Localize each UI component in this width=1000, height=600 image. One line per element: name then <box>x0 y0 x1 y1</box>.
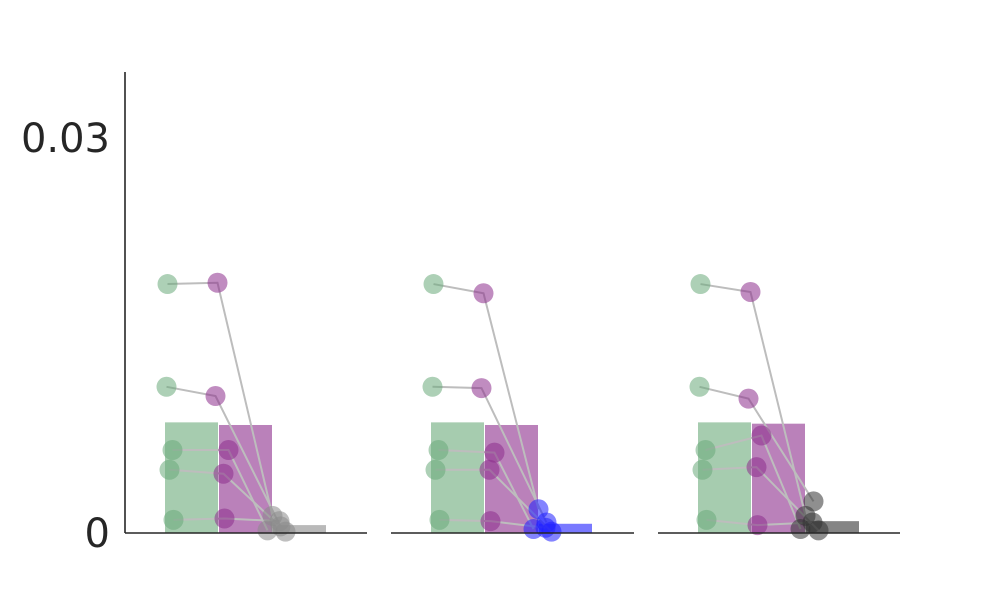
panel-3-bar-3 <box>806 521 859 533</box>
panel-2-subject-1-point-1 <box>423 274 444 295</box>
panel-2-subject-4-point-1 <box>425 459 446 480</box>
panel-1-bar-3 <box>273 525 326 533</box>
panel-2-subject-5-point-3 <box>535 517 556 538</box>
panel-3-subject-3-point-1 <box>695 440 716 461</box>
panel-2-subject-2-point-1 <box>422 376 443 397</box>
panel-3-subject-4-point-2 <box>746 457 767 478</box>
panel-2-subject-5-point-2 <box>480 511 501 532</box>
panel-1-subject-5-point-3 <box>269 511 290 532</box>
axes-layer <box>124 72 900 534</box>
panel-1-subject-1-point-1 <box>157 274 178 295</box>
panel-1-subject-2-point-1 <box>156 376 177 397</box>
panel-3-subject-2-point-3 <box>803 491 824 512</box>
panel-2-bar-3 <box>539 523 592 533</box>
panel-1-subject-4-point-1 <box>159 459 180 480</box>
panel-1-subject-5-point-2 <box>214 508 235 529</box>
panel-3-subject-2-point-1 <box>689 376 710 397</box>
panel-1-subject-5-point-1 <box>163 509 184 530</box>
panel-3-subject-5-point-2 <box>747 515 768 536</box>
panel-1-subject-4-point-2 <box>213 463 234 484</box>
panel-2-subject-1-point-2 <box>473 283 494 304</box>
panel-3-subject-3-point-2 <box>751 425 772 446</box>
panel-2-subject-4-point-2 <box>479 459 500 480</box>
panel-3-subject-1-point-1 <box>690 274 711 295</box>
panel-3-subject-2-point-2 <box>738 388 759 409</box>
panel-3-subject-1-point-2 <box>740 281 761 302</box>
panel-2-subject-2-point-2 <box>471 378 492 399</box>
panel-1-subject-2-point-2 <box>205 386 226 407</box>
panel-1-subject-3-point-1 <box>162 440 183 461</box>
y-tick-label-2: 0.03 <box>21 116 110 162</box>
panel-3-subject-5-point-3 <box>802 512 823 533</box>
y-tick-labels: 00.03 <box>21 116 110 557</box>
panel-2-subject-3-point-2 <box>484 442 505 463</box>
panel-1-subject-1-point-2 <box>207 272 228 293</box>
y-tick-label-1: 0 <box>85 511 110 557</box>
panel-1-subject-3-point-2 <box>218 440 239 461</box>
panel-2-subject-3-point-1 <box>428 440 449 461</box>
panel-3-subject-5-point-1 <box>696 509 717 530</box>
panel-2-subject-5-point-1 <box>429 509 450 530</box>
panel-3-subject-4-point-1 <box>692 459 713 480</box>
